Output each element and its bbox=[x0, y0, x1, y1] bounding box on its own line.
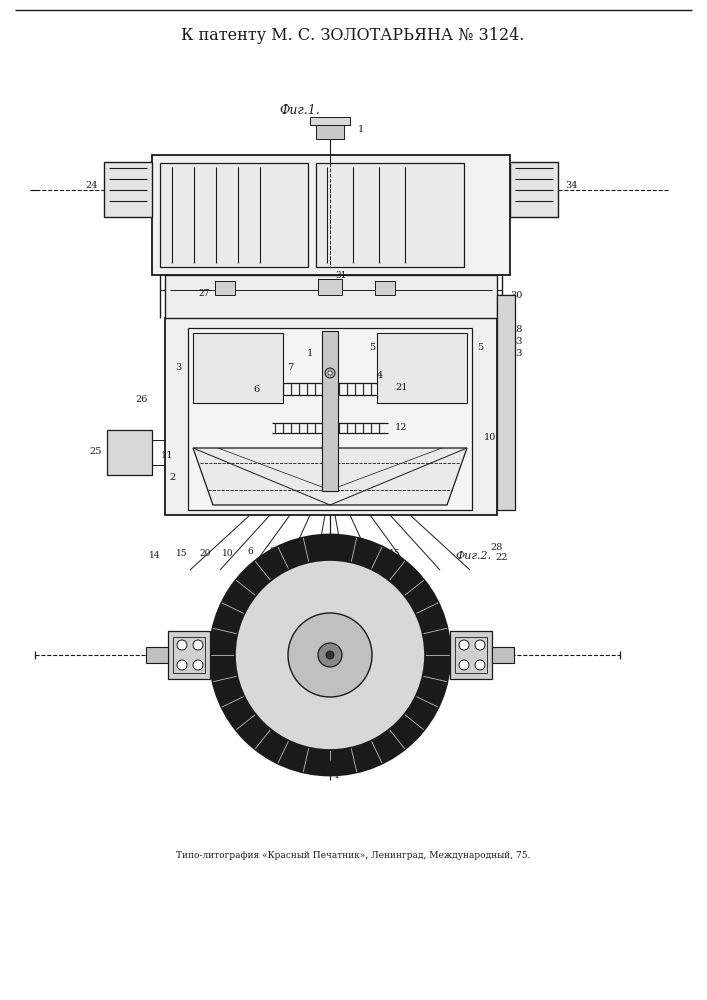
Text: 28: 28 bbox=[490, 544, 503, 552]
Text: 16: 16 bbox=[312, 546, 324, 554]
Circle shape bbox=[235, 560, 425, 750]
Bar bbox=[165, 275, 497, 318]
Text: 5: 5 bbox=[369, 344, 375, 353]
Text: 25: 25 bbox=[90, 448, 102, 456]
Text: 9: 9 bbox=[269, 546, 275, 556]
Circle shape bbox=[288, 613, 372, 697]
Text: 27: 27 bbox=[199, 290, 210, 298]
Bar bbox=[168, 631, 210, 679]
Bar bbox=[316, 163, 464, 267]
Bar bbox=[107, 430, 152, 475]
Bar bbox=[497, 295, 515, 510]
Text: 6: 6 bbox=[254, 384, 260, 393]
Text: 19: 19 bbox=[362, 548, 374, 556]
Text: 22: 22 bbox=[495, 554, 508, 562]
Text: 26: 26 bbox=[136, 395, 148, 404]
Bar bbox=[146, 647, 168, 663]
Bar bbox=[310, 117, 350, 125]
Text: 34: 34 bbox=[565, 180, 578, 190]
Circle shape bbox=[459, 640, 469, 650]
Text: 5: 5 bbox=[477, 344, 483, 353]
Bar bbox=[215, 281, 235, 295]
Bar bbox=[104, 162, 152, 217]
Text: 10: 10 bbox=[484, 434, 496, 442]
Text: 2: 2 bbox=[170, 474, 176, 483]
Text: 6: 6 bbox=[247, 548, 253, 556]
Circle shape bbox=[475, 640, 485, 650]
Circle shape bbox=[328, 371, 332, 375]
Text: 23: 23 bbox=[510, 350, 522, 359]
Bar bbox=[152, 155, 510, 275]
Text: 15: 15 bbox=[389, 548, 401, 558]
Text: 21: 21 bbox=[395, 383, 407, 392]
Bar bbox=[492, 647, 514, 663]
Bar bbox=[188, 328, 472, 510]
Text: 12: 12 bbox=[395, 424, 407, 432]
Circle shape bbox=[193, 640, 203, 650]
Bar bbox=[510, 162, 558, 217]
Text: 15: 15 bbox=[176, 550, 188, 558]
Circle shape bbox=[459, 660, 469, 670]
Text: 14: 14 bbox=[149, 550, 160, 560]
Bar bbox=[455, 637, 487, 673]
Bar bbox=[375, 281, 395, 295]
Text: К патенту М. С. ЗОЛОТАРЬЯНА № 3124.: К патенту М. С. ЗОЛОТАРЬЯНА № 3124. bbox=[181, 26, 525, 43]
Text: 8: 8 bbox=[292, 546, 298, 556]
Text: 1: 1 bbox=[334, 770, 340, 780]
Circle shape bbox=[210, 535, 450, 775]
Text: 1: 1 bbox=[307, 349, 313, 358]
Bar bbox=[316, 125, 344, 139]
Bar bbox=[322, 331, 338, 491]
Bar bbox=[160, 163, 308, 267]
Circle shape bbox=[193, 660, 203, 670]
Text: Типо-литография «Красный Печатник», Ленинград, Международный, 75.: Типо-литография «Красный Печатник», Лени… bbox=[176, 850, 530, 859]
Polygon shape bbox=[193, 448, 467, 505]
Text: 4: 4 bbox=[342, 546, 348, 556]
Bar bbox=[173, 637, 205, 673]
Text: 11: 11 bbox=[160, 452, 173, 460]
Text: 7: 7 bbox=[287, 363, 293, 372]
Text: 24: 24 bbox=[86, 180, 98, 190]
Text: 3: 3 bbox=[175, 363, 181, 372]
Bar bbox=[318, 279, 342, 295]
Text: 33: 33 bbox=[510, 338, 522, 347]
Circle shape bbox=[177, 660, 187, 670]
Text: Фиг.1.: Фиг.1. bbox=[280, 104, 320, 116]
Circle shape bbox=[177, 640, 187, 650]
Text: 1: 1 bbox=[358, 125, 364, 134]
Text: Фиг.2.: Фиг.2. bbox=[455, 551, 491, 561]
Bar bbox=[377, 333, 467, 403]
Bar bbox=[450, 631, 492, 679]
Circle shape bbox=[475, 660, 485, 670]
Text: 4: 4 bbox=[377, 370, 383, 379]
Text: 28: 28 bbox=[510, 326, 522, 334]
Circle shape bbox=[325, 368, 335, 378]
Text: 20: 20 bbox=[199, 548, 211, 558]
Bar bbox=[193, 333, 283, 403]
Circle shape bbox=[318, 643, 342, 667]
Bar bbox=[165, 318, 497, 515]
Circle shape bbox=[326, 651, 334, 659]
Text: 31: 31 bbox=[335, 270, 346, 279]
Text: 30: 30 bbox=[510, 292, 522, 300]
Text: 10: 10 bbox=[222, 548, 234, 558]
